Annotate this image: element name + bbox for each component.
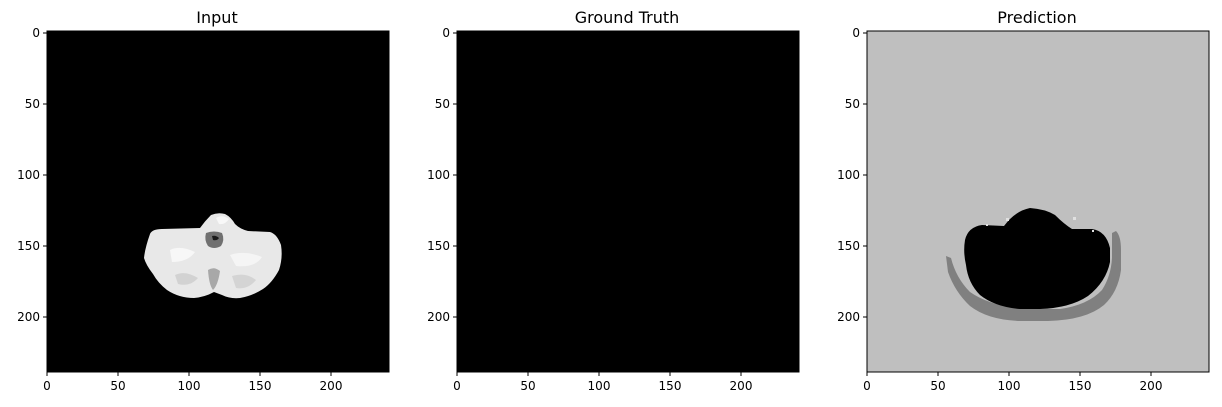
x-tick-label: 0 xyxy=(453,379,461,393)
y-tick-label: 150 xyxy=(17,239,40,253)
y-tick-label: 0 xyxy=(32,26,40,40)
panel-ground-truth: Ground Truth 0 50 100 150 200 xyxy=(410,0,810,407)
panel-title-input: Input xyxy=(196,8,238,27)
y-tick-label: 100 xyxy=(837,168,860,182)
x-tick-label: 200 xyxy=(320,379,343,393)
ground-truth-axes: 0 50 100 150 200 0 50 100 150 200 xyxy=(427,26,800,393)
x-tick-label: 150 xyxy=(1069,379,1092,393)
x-tick-label: 0 xyxy=(43,379,51,393)
ground-truth-image-area xyxy=(456,30,800,373)
y-tick-label: 100 xyxy=(427,168,450,182)
ground-truth-y-axis: 0 50 100 150 200 xyxy=(427,26,457,324)
x-tick-label: 0 xyxy=(863,379,871,393)
x-tick-label: 50 xyxy=(930,379,945,393)
x-tick-label: 100 xyxy=(588,379,611,393)
y-tick-label: 200 xyxy=(837,310,860,324)
ground-truth-x-axis: 0 50 100 150 200 xyxy=(453,372,752,393)
x-tick-label: 200 xyxy=(1140,379,1163,393)
panel-prediction: Prediction 0 50 1 xyxy=(820,0,1220,407)
y-tick-label: 50 xyxy=(435,97,450,111)
input-axes: 0 50 100 150 200 0 50 100 150 200 xyxy=(17,26,390,393)
x-tick-label: 150 xyxy=(249,379,272,393)
panel-title-ground-truth: Ground Truth xyxy=(574,8,680,27)
input-brain-slice xyxy=(144,213,282,299)
prediction-mask xyxy=(946,208,1121,321)
y-tick-label: 0 xyxy=(442,26,450,40)
y-tick-label: 100 xyxy=(17,168,40,182)
input-x-axis: 0 50 100 150 200 xyxy=(43,372,342,393)
prediction-x-axis: 0 50 100 150 200 xyxy=(863,372,1162,393)
prediction-axes: 0 50 100 150 200 0 50 100 150 200 xyxy=(837,26,1210,393)
prediction-y-axis: 0 50 100 150 200 xyxy=(837,26,867,324)
y-tick-label: 200 xyxy=(17,310,40,324)
y-tick-label: 150 xyxy=(837,239,860,253)
input-image-area xyxy=(46,30,390,373)
x-tick-label: 150 xyxy=(659,379,682,393)
input-y-axis: 0 50 100 150 200 xyxy=(17,26,47,324)
y-tick-label: 0 xyxy=(852,26,860,40)
panel-title-prediction: Prediction xyxy=(997,8,1077,27)
x-tick-label: 50 xyxy=(520,379,535,393)
x-tick-label: 100 xyxy=(178,379,201,393)
y-tick-label: 200 xyxy=(427,310,450,324)
y-tick-label: 150 xyxy=(427,239,450,253)
y-tick-label: 50 xyxy=(25,97,40,111)
y-tick-label: 50 xyxy=(845,97,860,111)
panel-input: Input 0 50 xyxy=(0,0,400,407)
x-tick-label: 200 xyxy=(730,379,753,393)
x-tick-label: 100 xyxy=(998,379,1021,393)
x-tick-label: 50 xyxy=(110,379,125,393)
